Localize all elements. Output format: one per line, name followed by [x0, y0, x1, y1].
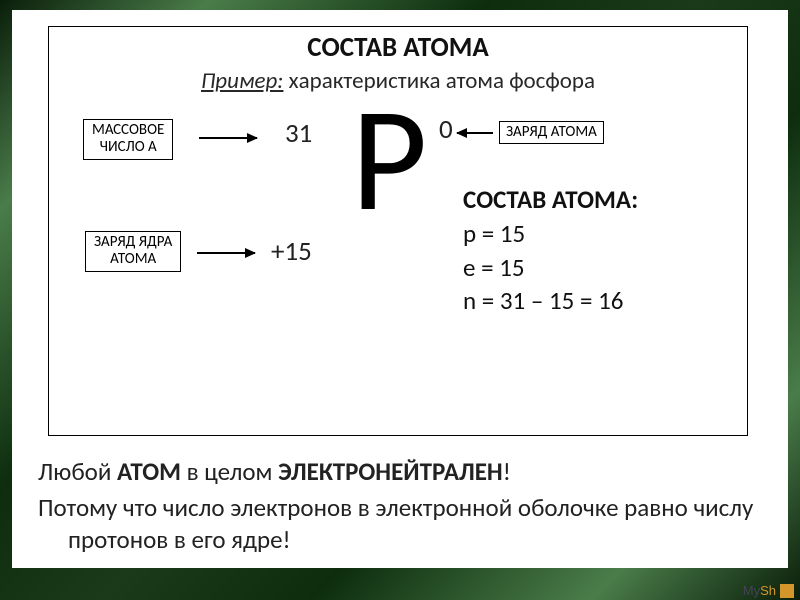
composition-p: p = 15 — [463, 217, 638, 251]
atom-charge-label: ЗАРЯД АТОМА — [506, 123, 597, 141]
arrow-nucleus-icon — [197, 252, 255, 254]
composition-e: e = 15 — [463, 251, 638, 285]
mass-number-label-box: МАССОВОЕ ЧИСЛО А — [83, 119, 173, 160]
atom-charge-label-box: ЗАРЯД АТОМА — [499, 121, 604, 144]
title: СОСТАВ АТОМА — [49, 31, 747, 64]
p2-text: Потому что число электронов в электронно… — [38, 492, 753, 555]
nucleus-charge-label-box: ЗАРЯД ЯДРА АТОМА — [85, 231, 181, 272]
element-symbol: P — [351, 85, 427, 233]
example-label: Пример: — [201, 67, 283, 95]
paragraph-2: Потому что число электронов в электронно… — [38, 492, 778, 556]
composition-header: СОСТАВ АТОМА: — [463, 183, 638, 217]
diagram-frame: СОСТАВ АТОМА Пример: характеристика атом… — [48, 26, 748, 436]
watermark-square-icon — [780, 584, 794, 598]
watermark: MySh — [743, 583, 794, 598]
nucleus-charge-value: +15 — [271, 235, 312, 268]
composition-block: СОСТАВ АТОМА: p = 15 e = 15 n = 31 – 15 … — [463, 183, 638, 318]
composition-n: n = 31 – 15 = 16 — [463, 284, 638, 318]
arrow-charge-icon — [457, 132, 493, 134]
mass-label-line1: МАССОВОЕ — [92, 122, 164, 139]
watermark-sh: Sh — [760, 583, 776, 598]
nucleus-label-line1: ЗАРЯД ЯДРА — [94, 234, 172, 251]
slide-card: СОСТАВ АТОМА Пример: характеристика атом… — [12, 10, 788, 568]
p1-b2: ЭЛЕКТРОНЕЙТРАЛЕН — [278, 456, 503, 487]
nucleus-label-line2: АТОМА — [94, 251, 172, 268]
arrow-mass-icon — [199, 137, 257, 139]
paragraph-1: Любой АТОМ в целом ЭЛЕКТРОНЕЙТРАЛЕН! — [38, 456, 778, 488]
atom-charge-value: 0 — [439, 113, 453, 146]
p1-b1: АТОМ — [117, 456, 181, 487]
mass-number-value: 31 — [285, 117, 312, 150]
watermark-my: My — [743, 583, 760, 598]
p1-post: ! — [503, 456, 511, 487]
p1-mid: в целом — [181, 456, 278, 487]
p1-pre: Любой — [38, 456, 117, 487]
mass-label-line2: ЧИСЛО А — [92, 139, 164, 156]
subtitle-text: характеристика атома фосфора — [283, 67, 595, 95]
